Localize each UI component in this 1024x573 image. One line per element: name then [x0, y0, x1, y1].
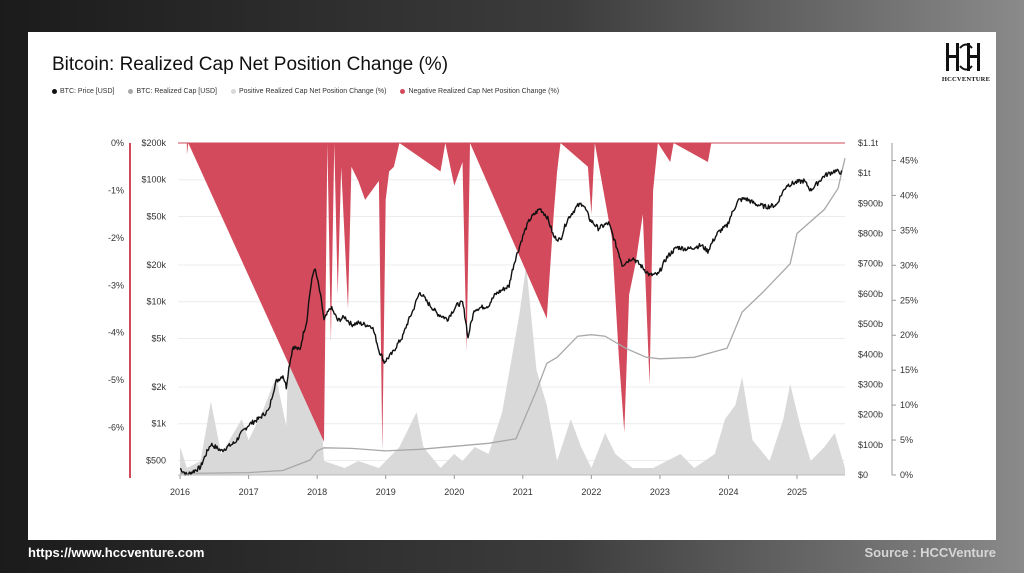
price-axis-tick-label: $500 — [146, 455, 166, 465]
positive-axis-tick-label: 45% — [900, 155, 918, 165]
x-tick-label: 2021 — [513, 487, 533, 497]
positive-axis-tick-label: 5% — [900, 435, 913, 445]
legend-item-positive: Positive Realized Cap Net Position Chang… — [230, 88, 387, 95]
chart-card: Bitcoin: Realized Cap Net Position Chang… — [28, 32, 996, 540]
realized-cap-axis-tick-label: $300b — [858, 379, 883, 389]
positive-axis-tick-label: 30% — [900, 260, 918, 270]
footer-url: https://www.hccventure.com — [28, 545, 205, 560]
axes: 2016 2017 2018 2019 2020 2021 2022 2023 2024 2025… — [108, 138, 918, 497]
positive-axis-tick-label: 35% — [900, 225, 918, 235]
legend-item-price: BTC: Price [USD] — [52, 88, 114, 95]
positive-axis-tick-label: 0% — [900, 470, 913, 480]
realized-cap-axis-tick-label: $400b — [858, 349, 883, 359]
legend-item-realized-cap: BTC: Realized Cap [USD] — [128, 88, 217, 95]
positive-axis-tick-label: 20% — [900, 330, 918, 340]
legend-dot-positive — [230, 89, 236, 94]
legend-dot-price — [52, 89, 57, 94]
logo-wordmark: HCCVENTURE — [941, 76, 991, 83]
realized-cap-axis-tick-label: $800b — [858, 229, 883, 239]
realized-cap-axis-tick-label: $100b — [858, 440, 883, 450]
realized-cap-axis-tick-label: $700b — [858, 259, 883, 269]
series-negative-change — [186, 143, 712, 452]
x-tick-label: 2022 — [581, 487, 601, 497]
legend-item-negative: Negative Realized Cap Net Position Chang… — [400, 88, 559, 95]
price-line — [179, 168, 843, 476]
price-axis-tick-label: $20k — [146, 260, 166, 270]
realized-cap-axis-tick-label: $1.1t — [858, 138, 879, 148]
negative-change-area — [186, 143, 712, 452]
series-price — [179, 168, 843, 476]
positive-axis-tick-label: 25% — [900, 295, 918, 305]
price-axis-tick-label: $100k — [141, 175, 166, 185]
realized-cap-axis-tick-label: $500b — [858, 319, 883, 329]
positive-axis-tick-label: 10% — [900, 400, 918, 410]
realized-cap-axis-tick-label: $200b — [858, 410, 883, 420]
price-axis-tick-label: $200k — [141, 138, 166, 148]
price-axis-tick-label: $10k — [146, 297, 166, 307]
negative-axis-tick-label: -2% — [108, 233, 124, 243]
negative-axis-tick-label: 0% — [111, 138, 124, 148]
x-tick-label: 2020 — [444, 487, 464, 497]
negative-axis-tick-label: -1% — [108, 185, 124, 195]
legend-label-positive: Positive Realized Cap Net Position Chang… — [238, 88, 387, 95]
x-tick-label: 2023 — [650, 487, 670, 497]
price-axis-tick-label: $5k — [151, 333, 166, 343]
x-tick-label: 2017 — [239, 487, 259, 497]
chart-title: Bitcoin: Realized Cap Net Position Chang… — [52, 54, 449, 75]
legend-dot-negative — [400, 89, 406, 94]
realized-cap-axis-tick-label: $900b — [858, 198, 883, 208]
legend-label-realized-cap: BTC: Realized Cap [USD] — [136, 88, 217, 95]
negative-axis-tick-label: -6% — [108, 423, 124, 433]
realized-cap-line — [180, 157, 846, 475]
series-realized-cap — [180, 157, 846, 475]
footer-source: Source : HCCVenture — [864, 545, 996, 560]
price-axis-tick-label: $50k — [146, 211, 166, 221]
realized-cap-axis-tick-label: $1t — [858, 168, 871, 178]
negative-axis-tick-label: -4% — [108, 328, 124, 338]
x-tick-label: 2016 — [170, 487, 190, 497]
price-axis-tick-label: $1k — [151, 419, 166, 429]
positive-axis-tick-label: 15% — [900, 365, 918, 375]
logo-mark-icon — [946, 43, 980, 71]
chart-svg: 2016 2017 2018 2019 2020 2021 2022 2023 2024 2025… — [108, 138, 918, 497]
x-tick-label: 2018 — [307, 487, 327, 497]
realized-cap-axis-tick-label: $0 — [858, 470, 868, 480]
negative-axis-tick-label: -3% — [108, 280, 124, 290]
x-tick-label: 2025 — [787, 487, 807, 497]
legend-dot-realized-cap — [128, 89, 134, 94]
x-tick-label: 2024 — [718, 487, 738, 497]
chart-legend: BTC: Price [USD] BTC: Realized Cap [USD]… — [52, 88, 559, 95]
hccventure-logo: HCCVENTURE — [940, 40, 992, 90]
positive-axis-tick-label: 40% — [900, 190, 918, 200]
legend-label-price: BTC: Price [USD] — [60, 88, 115, 95]
price-axis-tick-label: $2k — [151, 382, 166, 392]
negative-axis-tick-label: -5% — [108, 375, 124, 385]
legend-label-negative: Negative Realized Cap Net Position Chang… — [408, 88, 560, 95]
realized-cap-axis-tick-label: $600b — [858, 289, 883, 299]
x-tick-label: 2019 — [376, 487, 396, 497]
